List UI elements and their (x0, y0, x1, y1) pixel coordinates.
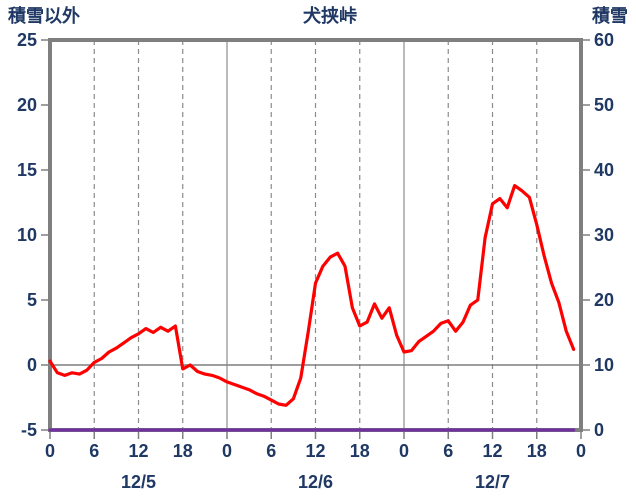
y-axis-left-tick-label: 10 (17, 225, 37, 245)
y-axis-right-tick-label: 60 (594, 30, 614, 50)
x-axis-tick-label: 6 (89, 441, 99, 461)
y-axis-left-tick-label: 0 (27, 355, 37, 375)
x-axis-tick-label: 6 (266, 441, 276, 461)
y-axis-left-tick-label: 25 (17, 30, 37, 50)
y-axis-right-tick-label: 40 (594, 160, 614, 180)
y-axis-right-tick-label: 20 (594, 290, 614, 310)
x-axis-tick-label: 0 (576, 441, 586, 461)
series-line-left (48, 184, 576, 407)
x-axis-tick-label: 6 (443, 441, 453, 461)
y-axis-left-tick-label: 5 (27, 290, 37, 310)
right-axis-title: 積雪 (591, 5, 628, 26)
y-axis-left-tick-label: 15 (17, 160, 37, 180)
left-axis-title: 積雪以外 (7, 5, 80, 26)
y-axis-left-tick-label: -5 (21, 420, 37, 440)
y-axis-right-tick-label: 10 (594, 355, 614, 375)
x-axis-tick-label: 0 (399, 441, 409, 461)
date-label: 12/7 (475, 472, 510, 492)
x-axis-tick-label: 12 (482, 441, 502, 461)
date-label: 12/5 (121, 472, 156, 492)
x-axis-tick-label: 0 (222, 441, 232, 461)
date-label: 12/6 (298, 472, 333, 492)
x-axis-tick-label: 12 (128, 441, 148, 461)
x-axis-tick-label: 12 (305, 441, 325, 461)
y-axis-right-tick-label: 0 (594, 420, 604, 440)
x-axis-tick-label: 18 (173, 441, 193, 461)
y-axis-left-tick-label: 20 (17, 95, 37, 115)
x-axis-tick-label: 18 (350, 441, 370, 461)
chart-title: 犬挟峠 (303, 5, 357, 26)
x-axis-tick-label: 0 (45, 441, 55, 461)
y-axis-right-tick-label: 30 (594, 225, 614, 245)
x-axis-tick-label: 18 (527, 441, 547, 461)
y-axis-right-tick-label: 50 (594, 95, 614, 115)
